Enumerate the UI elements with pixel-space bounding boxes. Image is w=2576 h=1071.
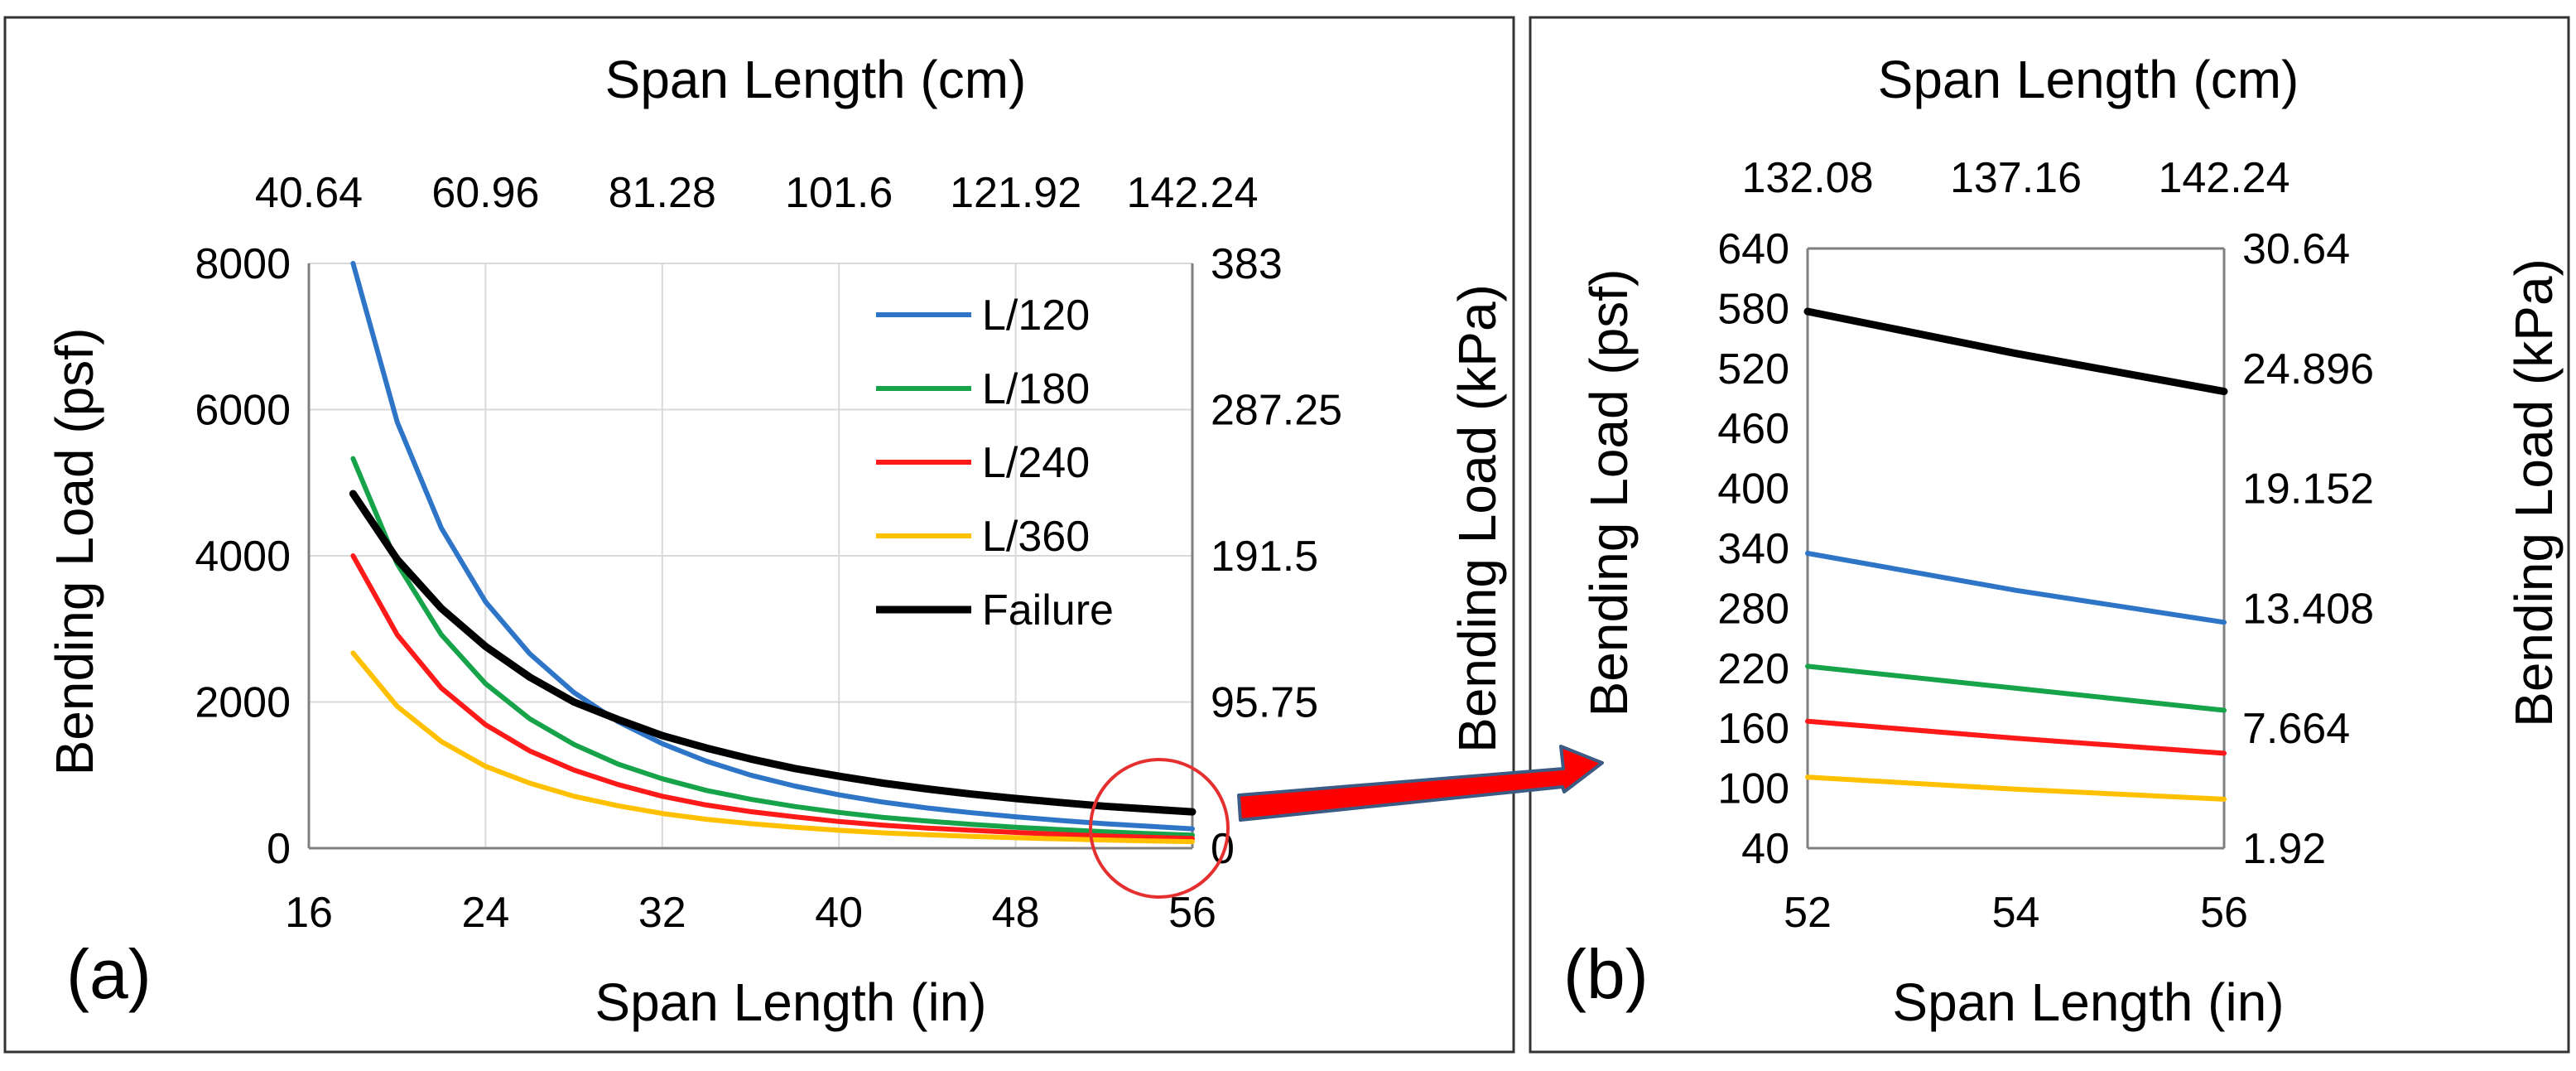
chart-a-ytick-label-4: 8000 [195, 240, 291, 288]
chart-b-y2tick-label-1: 7.664 [2242, 705, 2350, 753]
chart-a-series-l360-line [350, 650, 1195, 845]
chart-b-ytick-label-10: 640 [1717, 225, 1789, 273]
chart-a-ytick-label-3: 6000 [195, 387, 291, 435]
chart-a-x2tick-label-2: 81.28 [609, 169, 716, 217]
chart-a-x2tick-label-3: 101.6 [785, 169, 893, 217]
chart-a-y2tick-label-4: 383 [1211, 240, 1283, 288]
chart-b-ytick-label-2: 160 [1717, 705, 1789, 753]
chart-b-ytick-label-5: 340 [1717, 525, 1789, 573]
chart-b-ytick-label-9: 580 [1717, 285, 1789, 333]
chart-b-x2tick-label-0: 132.08 [1741, 154, 1873, 202]
chart-a-series-l240-line [350, 553, 1195, 842]
chart-b-ytick-label-7: 460 [1717, 405, 1789, 453]
chart-b-series-l360-line [1805, 774, 2227, 802]
chart-a-xtick-label-3: 40 [815, 889, 863, 937]
chart-a-x2tick-label-1: 60.96 [431, 169, 539, 217]
chart-a-y2tick-label-1: 95.75 [1211, 679, 1318, 727]
chart-a-x2tick-label-5: 142.24 [1126, 169, 1258, 217]
chart-b-ytick-label-8: 520 [1717, 345, 1789, 393]
chart-b-ytick-label-0: 40 [1741, 825, 1789, 873]
chart-a-y2tick-label-2: 191.5 [1211, 533, 1318, 581]
chart-b-xtick-label-1: 54 [1992, 889, 2040, 937]
zoom-highlight-circle [1089, 758, 1230, 899]
chart-b-y2tick-label-5: 30.64 [2242, 225, 2350, 273]
chart-b-ytick-label-3: 220 [1717, 645, 1789, 693]
chart-a-y2tick-label-0: 0 [1211, 825, 1235, 873]
chart-a-xtick-label-2: 32 [638, 889, 686, 937]
chart-a-series-l180-line [350, 456, 1195, 838]
chart-b-series-l120-line [1805, 551, 2227, 625]
chart-b-xlabel: Span Length (in) [1892, 972, 2284, 1032]
chart-a-y2label: Bending Load (kPa) [1447, 284, 1507, 753]
chart-a-x2tick-label-0: 40.64 [255, 169, 363, 217]
chart-a-legend-label-l180: L/180 [982, 365, 1090, 413]
chart-a-title-top: Span Length (cm) [605, 50, 1027, 109]
chart-b-series-l240-line [1805, 718, 2227, 756]
chart-b-title-top: Span Length (cm) [1878, 50, 2299, 109]
panel-label-a: (a) [66, 935, 152, 1013]
chart-a-legend: L/120 L/180 L/240 L/360 Failure [876, 292, 1114, 634]
chart-a-xtick-label-1: 24 [461, 889, 509, 937]
chart-a-xtick-label-0: 16 [285, 889, 333, 937]
chart-a-x2tick-label-4: 121.92 [950, 169, 1081, 217]
chart-a-ylabel: Bending Load (psf) [45, 328, 104, 776]
chart-a-series-failure-line [349, 490, 1197, 816]
chart-b-y2label: Bending Load (kPa) [2504, 258, 2564, 727]
chart-b-ylabel: Bending Load (psf) [1579, 269, 1639, 717]
chart-b-series-l180-line [1805, 663, 2227, 713]
chart-b-series-failure-line [1803, 307, 2228, 396]
zoom-arrow [1237, 745, 1604, 822]
chart-a-ytick-label-1: 2000 [195, 679, 291, 727]
chart-a: 16 24 32 40 48 56 40.64 60.96 81.28 101.6 121.92 14… [195, 169, 1342, 937]
chart-a-series-l120-line [350, 261, 1195, 832]
panel-label-b: (b) [1563, 935, 1649, 1013]
chart-a-legend-label-failure: Failure [982, 586, 1114, 634]
chart-b-xtick-label-2: 56 [2200, 889, 2248, 937]
panel-a-frame [3, 16, 1515, 1054]
chart-a-y2tick-label-3: 287.25 [1211, 387, 1342, 435]
chart-a-legend-label-l120: L/120 [982, 292, 1090, 340]
chart-b-y2tick-label-0: 1.92 [2242, 825, 2326, 873]
chart-a-xtick-label-4: 48 [992, 889, 1040, 937]
chart-b-y2tick-label-4: 24.896 [2242, 345, 2374, 393]
chart-b-x2tick-label-1: 137.16 [1950, 154, 2082, 202]
chart-a-legend-label-l360: L/360 [982, 513, 1090, 561]
chart-a-ytick-label-0: 0 [267, 825, 291, 873]
chart-a-ytick-label-2: 4000 [195, 533, 291, 581]
chart-a-legend-label-l240: L/240 [982, 439, 1090, 487]
chart-b: 52 54 56 132.08 137.16 142.24 40 100 160 220 280 34… [1717, 154, 2374, 937]
chart-b-y2tick-label-2: 13.408 [2242, 585, 2374, 633]
chart-a-xtick-label-5: 56 [1168, 889, 1216, 937]
chart-a-xlabel: Span Length (in) [595, 972, 986, 1032]
chart-b-ytick-label-6: 400 [1717, 466, 1789, 514]
chart-b-xtick-label-0: 52 [1784, 889, 1832, 937]
panel-b-frame [1529, 16, 2570, 1054]
chart-b-y2tick-label-3: 19.152 [2242, 466, 2374, 514]
chart-b-ytick-label-1: 100 [1717, 765, 1789, 813]
chart-b-ytick-label-4: 280 [1717, 585, 1789, 633]
chart-b-x2tick-label-2: 142.24 [2158, 154, 2290, 202]
